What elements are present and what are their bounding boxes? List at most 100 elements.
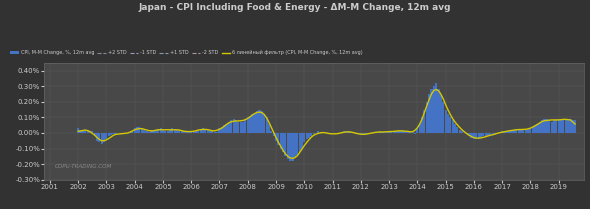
Bar: [263, 114, 266, 133]
Bar: [89, 131, 91, 133]
Bar: [548, 120, 550, 133]
Bar: [124, 133, 126, 134]
Bar: [388, 131, 390, 133]
Bar: [477, 133, 480, 139]
Bar: [136, 127, 138, 133]
Bar: [139, 127, 140, 133]
Bar: [532, 127, 534, 133]
Bar: [362, 133, 364, 134]
Bar: [84, 131, 86, 133]
Bar: [546, 119, 548, 133]
Bar: [173, 129, 176, 133]
Bar: [426, 102, 428, 133]
Bar: [282, 133, 284, 152]
Bar: [310, 133, 313, 136]
Bar: [308, 133, 310, 138]
Bar: [132, 131, 133, 133]
Bar: [80, 130, 81, 133]
Bar: [268, 124, 270, 133]
Bar: [247, 117, 249, 133]
Bar: [225, 124, 228, 133]
Bar: [164, 131, 166, 133]
Bar: [506, 131, 508, 133]
Bar: [534, 125, 536, 133]
Bar: [442, 102, 444, 133]
Bar: [159, 128, 162, 133]
Bar: [365, 133, 366, 134]
Bar: [192, 131, 195, 133]
Bar: [289, 133, 291, 161]
Bar: [508, 131, 510, 133]
Bar: [221, 127, 223, 133]
Bar: [424, 110, 425, 133]
Bar: [145, 131, 148, 133]
Bar: [553, 120, 555, 133]
Bar: [242, 122, 244, 133]
Bar: [223, 125, 225, 133]
Bar: [166, 131, 169, 133]
Bar: [320, 132, 322, 133]
Bar: [565, 120, 567, 133]
Bar: [195, 131, 197, 133]
Bar: [574, 120, 576, 133]
Bar: [329, 133, 331, 134]
Bar: [449, 117, 451, 133]
Bar: [216, 132, 218, 133]
Bar: [120, 133, 122, 134]
Bar: [414, 133, 416, 134]
Bar: [99, 133, 100, 142]
Bar: [209, 131, 211, 133]
Bar: [412, 132, 414, 133]
Bar: [358, 133, 359, 134]
Bar: [355, 133, 357, 134]
Bar: [440, 96, 442, 133]
Bar: [520, 130, 522, 133]
Bar: [197, 130, 199, 133]
Bar: [529, 128, 532, 133]
Bar: [346, 131, 348, 133]
Bar: [348, 131, 350, 133]
Bar: [188, 132, 190, 133]
Bar: [291, 133, 294, 161]
Bar: [536, 124, 539, 133]
Bar: [275, 133, 277, 141]
Bar: [499, 132, 501, 133]
Bar: [367, 133, 369, 134]
Bar: [489, 133, 491, 135]
Bar: [374, 132, 376, 133]
Bar: [108, 133, 110, 136]
Bar: [77, 128, 79, 133]
Bar: [143, 130, 145, 133]
Bar: [482, 133, 484, 136]
Bar: [432, 86, 435, 133]
Bar: [244, 119, 247, 133]
Bar: [513, 130, 515, 133]
Bar: [152, 131, 155, 133]
Bar: [82, 131, 84, 133]
Bar: [106, 133, 107, 139]
Bar: [91, 131, 93, 133]
Bar: [190, 131, 192, 133]
Bar: [522, 130, 525, 133]
Bar: [402, 130, 404, 133]
Bar: [435, 83, 437, 133]
Bar: [204, 129, 206, 133]
Bar: [230, 120, 232, 133]
Bar: [171, 128, 173, 133]
Bar: [341, 132, 343, 133]
Bar: [214, 132, 216, 133]
Bar: [313, 133, 314, 134]
Bar: [176, 130, 178, 133]
Bar: [541, 120, 543, 133]
Bar: [228, 122, 230, 133]
Bar: [115, 133, 117, 134]
Bar: [562, 120, 565, 133]
Bar: [303, 133, 306, 142]
Bar: [235, 120, 237, 133]
Bar: [398, 131, 399, 133]
Bar: [94, 133, 96, 136]
Bar: [393, 131, 395, 133]
Bar: [206, 130, 209, 133]
Bar: [372, 132, 373, 133]
Bar: [494, 133, 496, 134]
